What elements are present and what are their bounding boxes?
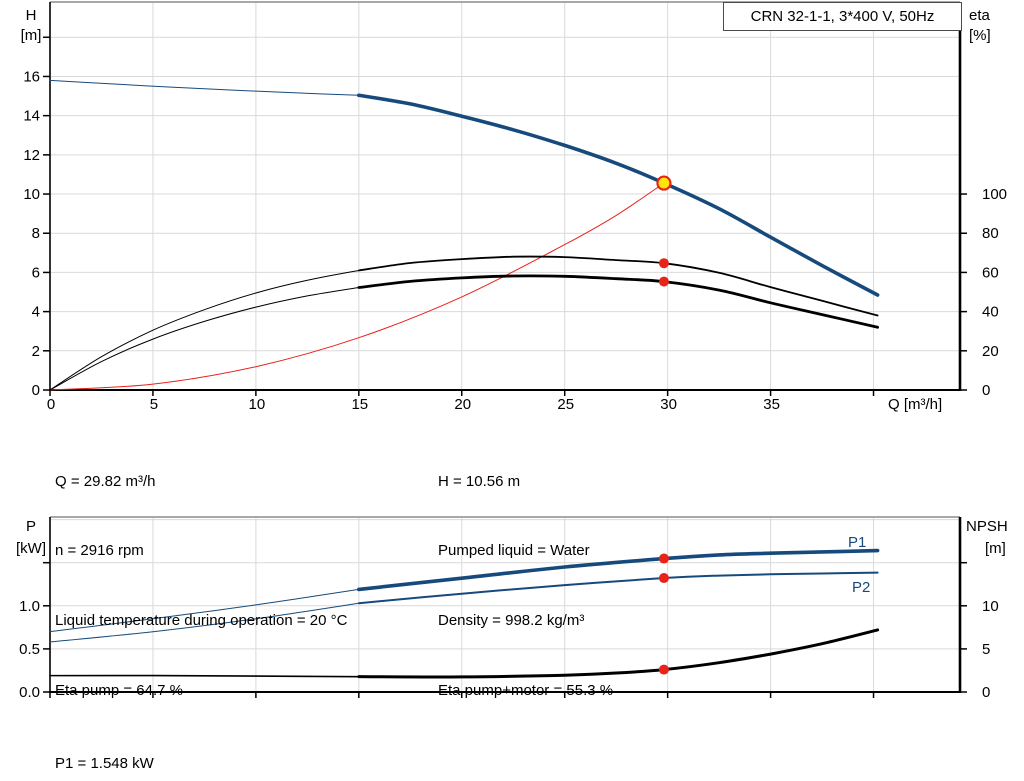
series-p2-curve-preview xyxy=(49,602,360,643)
chart-title-box: CRN 32-1-1, 3*400 V, 50Hz xyxy=(723,2,962,31)
series-qh-curve xyxy=(357,93,880,297)
tick-label: 8 xyxy=(32,225,40,242)
tick-label: 80 xyxy=(982,225,999,242)
series-system-curve xyxy=(49,182,665,391)
caption-line: Eta pump = 64.7 % xyxy=(55,682,183,700)
series-eta-pump xyxy=(357,255,879,317)
caption-line: Eta pump+motor = 55.3 % xyxy=(438,682,614,700)
right-axis-title: eta xyxy=(969,7,991,24)
series-npsh-curve-preview xyxy=(49,674,360,678)
tick-label: 6 xyxy=(32,264,40,281)
right-axis-title: [%] xyxy=(969,27,991,44)
tick-label: 5 xyxy=(982,641,990,658)
series-eta-pump-motor xyxy=(357,274,879,329)
tick-label: 0 xyxy=(982,382,990,399)
tick-label: 60 xyxy=(982,264,999,281)
marker-p2-point xyxy=(658,573,669,584)
operating-data-left: Q = 29.82 m³/h n = 2916 rpm Liquid tempe… xyxy=(55,423,347,749)
caption-line: Q = 29.82 m³/h xyxy=(55,472,156,490)
marker-p1-point xyxy=(658,553,669,564)
tick-label: 30 xyxy=(660,396,677,413)
power-npsh-data: P1 = 1.548 kW P2 = 1.322 kW NPSH = 2.6 m xyxy=(55,705,154,781)
tick-label: 0 xyxy=(32,382,40,399)
caption-line: n = 2916 rpm xyxy=(55,542,144,560)
marker-npsh-point xyxy=(658,664,669,675)
marker-eta-pump-motor-point xyxy=(658,276,669,287)
left-axis-title: P xyxy=(26,518,36,535)
tick-label: 20 xyxy=(454,396,471,413)
series-p1-curve xyxy=(357,548,880,592)
tick-label: 100 xyxy=(982,186,1007,203)
tick-label: 35 xyxy=(763,396,780,413)
tick-label: 40 xyxy=(982,304,999,321)
tick-label: 12 xyxy=(23,147,40,164)
tick-label: 0.0 xyxy=(19,684,40,701)
left-axis-title: [m] xyxy=(21,27,42,44)
left-axis-title: [kW] xyxy=(16,540,46,557)
tick-label: 14 xyxy=(23,108,40,125)
marker-eta-pump-point xyxy=(658,258,669,269)
series-p2-curve xyxy=(357,571,879,605)
tick-label: 15 xyxy=(351,396,368,413)
caption-line: P1 = 1.548 kW xyxy=(55,754,154,772)
tick-label: 2 xyxy=(32,343,40,360)
tick-label: 0 xyxy=(982,684,990,701)
series-qh-curve-preview xyxy=(49,79,360,96)
series-eta-pump-preview xyxy=(49,270,360,391)
tick-label: 20 xyxy=(982,343,999,360)
curve-label-p2: P2 xyxy=(852,579,870,596)
series-npsh-curve xyxy=(357,628,880,679)
caption-line: H = 10.56 m xyxy=(438,472,521,490)
chart-title: CRN 32-1-1, 3*400 V, 50Hz xyxy=(750,8,935,25)
series-p1-curve-preview xyxy=(49,588,360,633)
tick-label: 25 xyxy=(557,396,574,413)
x-axis-title: Q [m³/h] xyxy=(888,396,942,413)
right-axis-title: [m] xyxy=(985,540,1006,557)
tick-label: 10 xyxy=(249,396,266,413)
tick-label: 5 xyxy=(150,396,158,413)
right-axis-title: NPSH xyxy=(966,518,1008,535)
caption-line: Pumped liquid = Water xyxy=(438,542,590,560)
caption-line: Liquid temperature during operation = 20… xyxy=(55,612,348,630)
left-axis-title: H xyxy=(26,7,37,24)
tick-label: 10 xyxy=(982,598,999,615)
marker-duty-point xyxy=(656,175,672,191)
caption-line: Density = 998.2 kg/m³ xyxy=(438,612,585,630)
tick-label: 0 xyxy=(47,396,55,413)
operating-data-right: H = 10.56 m Pumped liquid = Water Densit… xyxy=(438,423,613,749)
tick-label: 10 xyxy=(23,186,40,203)
tick-label: 4 xyxy=(32,304,40,321)
tick-label: 0.5 xyxy=(19,641,40,658)
tick-label: 16 xyxy=(23,68,40,85)
series-eta-pump-motor-preview xyxy=(49,287,360,391)
curve-label-p1: P1 xyxy=(848,534,866,551)
tick-label: 1.0 xyxy=(19,598,40,615)
